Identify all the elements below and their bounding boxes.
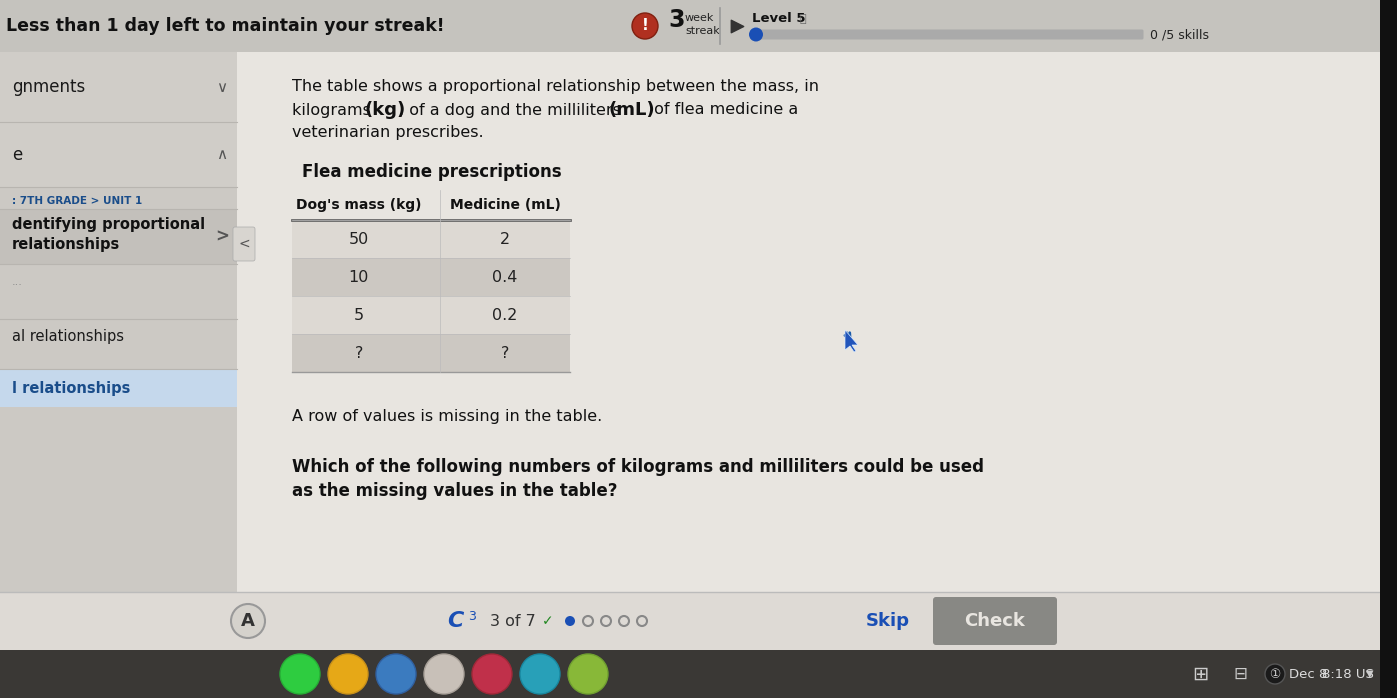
Text: 2: 2 [500,232,510,246]
Text: Flea medicine prescriptions: Flea medicine prescriptions [302,163,562,181]
Text: e: e [13,145,22,163]
Text: gnments: gnments [13,78,85,96]
Bar [237,52,1397,592]
Bar [292,220,570,258]
Text: (kg): (kg) [365,101,405,119]
Text: ∨: ∨ [217,80,228,94]
Text: Which of the following numbers of kilograms and milliliters could be used: Which of the following numbers of kilogr… [292,458,983,476]
Circle shape [631,13,658,39]
Text: !: ! [641,19,648,34]
Bar [0,52,237,122]
Text: 3: 3 [668,8,685,32]
FancyBboxPatch shape [750,29,1144,40]
Bar [292,296,570,334]
Circle shape [569,654,608,694]
Text: 10: 10 [348,269,369,285]
FancyBboxPatch shape [233,227,256,261]
Text: 3 of 7: 3 of 7 [490,614,536,628]
Circle shape [376,654,416,694]
Bar [0,592,1397,650]
Text: Skip: Skip [866,612,909,630]
Circle shape [749,27,763,41]
Bar [292,334,570,372]
Text: 5: 5 [353,308,363,322]
Bar [1380,0,1397,698]
Text: Level 5: Level 5 [752,13,806,26]
Text: Dog's mass (kg): Dog's mass (kg) [296,198,422,212]
Text: ⊟: ⊟ [1234,665,1248,683]
Text: The table shows a proportional relationship between the mass, in: The table shows a proportional relations… [292,80,819,94]
Text: <: < [237,237,250,251]
Text: ?: ? [500,346,509,360]
Bar [0,52,237,592]
Bar [0,209,237,264]
Text: Dec 8: Dec 8 [1289,667,1327,681]
Bar [0,0,1397,52]
Text: , of a dog and the milliliters: , of a dog and the milliliters [400,103,626,117]
Circle shape [231,604,265,638]
Text: kilograms: kilograms [292,103,376,117]
Text: week: week [685,13,714,23]
Text: Medicine (mL): Medicine (mL) [450,198,560,212]
Text: ■: ■ [1379,667,1391,681]
Text: 0.4: 0.4 [492,269,518,285]
Text: l relationships: l relationships [13,380,130,396]
Bar [292,190,570,220]
Text: 3: 3 [468,611,476,623]
Text: ...: ... [13,277,22,287]
Text: C: C [447,611,464,631]
Text: as the missing values in the table?: as the missing values in the table? [292,482,617,500]
Text: ⊞: ⊞ [1192,664,1208,683]
Text: ✓: ✓ [542,614,553,628]
Circle shape [520,654,560,694]
Text: ①: ① [1270,667,1281,681]
Circle shape [564,616,576,626]
Text: >: > [215,228,229,246]
Bar [0,369,237,407]
Bar [0,650,1397,698]
Text: ⓘ: ⓘ [800,14,806,24]
Circle shape [328,654,367,694]
Circle shape [425,654,464,694]
Polygon shape [845,330,858,352]
Text: Check: Check [964,612,1025,630]
Text: relationships: relationships [13,237,120,253]
Circle shape [472,654,511,694]
Text: 8:18 US: 8:18 US [1322,667,1373,681]
Bar [0,122,237,187]
Text: veterinarian prescribes.: veterinarian prescribes. [292,124,483,140]
Text: 0 /5 skills: 0 /5 skills [1150,28,1208,41]
Text: streak: streak [685,26,719,36]
Circle shape [1266,664,1285,684]
Text: of flea medicine a: of flea medicine a [650,103,798,117]
Text: dentifying proportional: dentifying proportional [13,218,205,232]
Text: ▼: ▼ [1366,669,1373,679]
Text: : 7TH GRADE > UNIT 1: : 7TH GRADE > UNIT 1 [13,196,142,206]
FancyBboxPatch shape [933,597,1058,645]
Bar [292,258,570,296]
Text: (mL): (mL) [609,101,655,119]
Text: al relationships: al relationships [13,329,124,345]
Text: ?: ? [355,346,363,360]
Text: 0.2: 0.2 [492,308,518,322]
Text: A: A [242,612,254,630]
Text: ∧: ∧ [217,147,228,162]
Text: 50: 50 [348,232,369,246]
Text: Less than 1 day left to maintain your streak!: Less than 1 day left to maintain your st… [6,17,444,35]
Circle shape [279,654,320,694]
Text: A row of values is missing in the table.: A row of values is missing in the table. [292,410,602,424]
